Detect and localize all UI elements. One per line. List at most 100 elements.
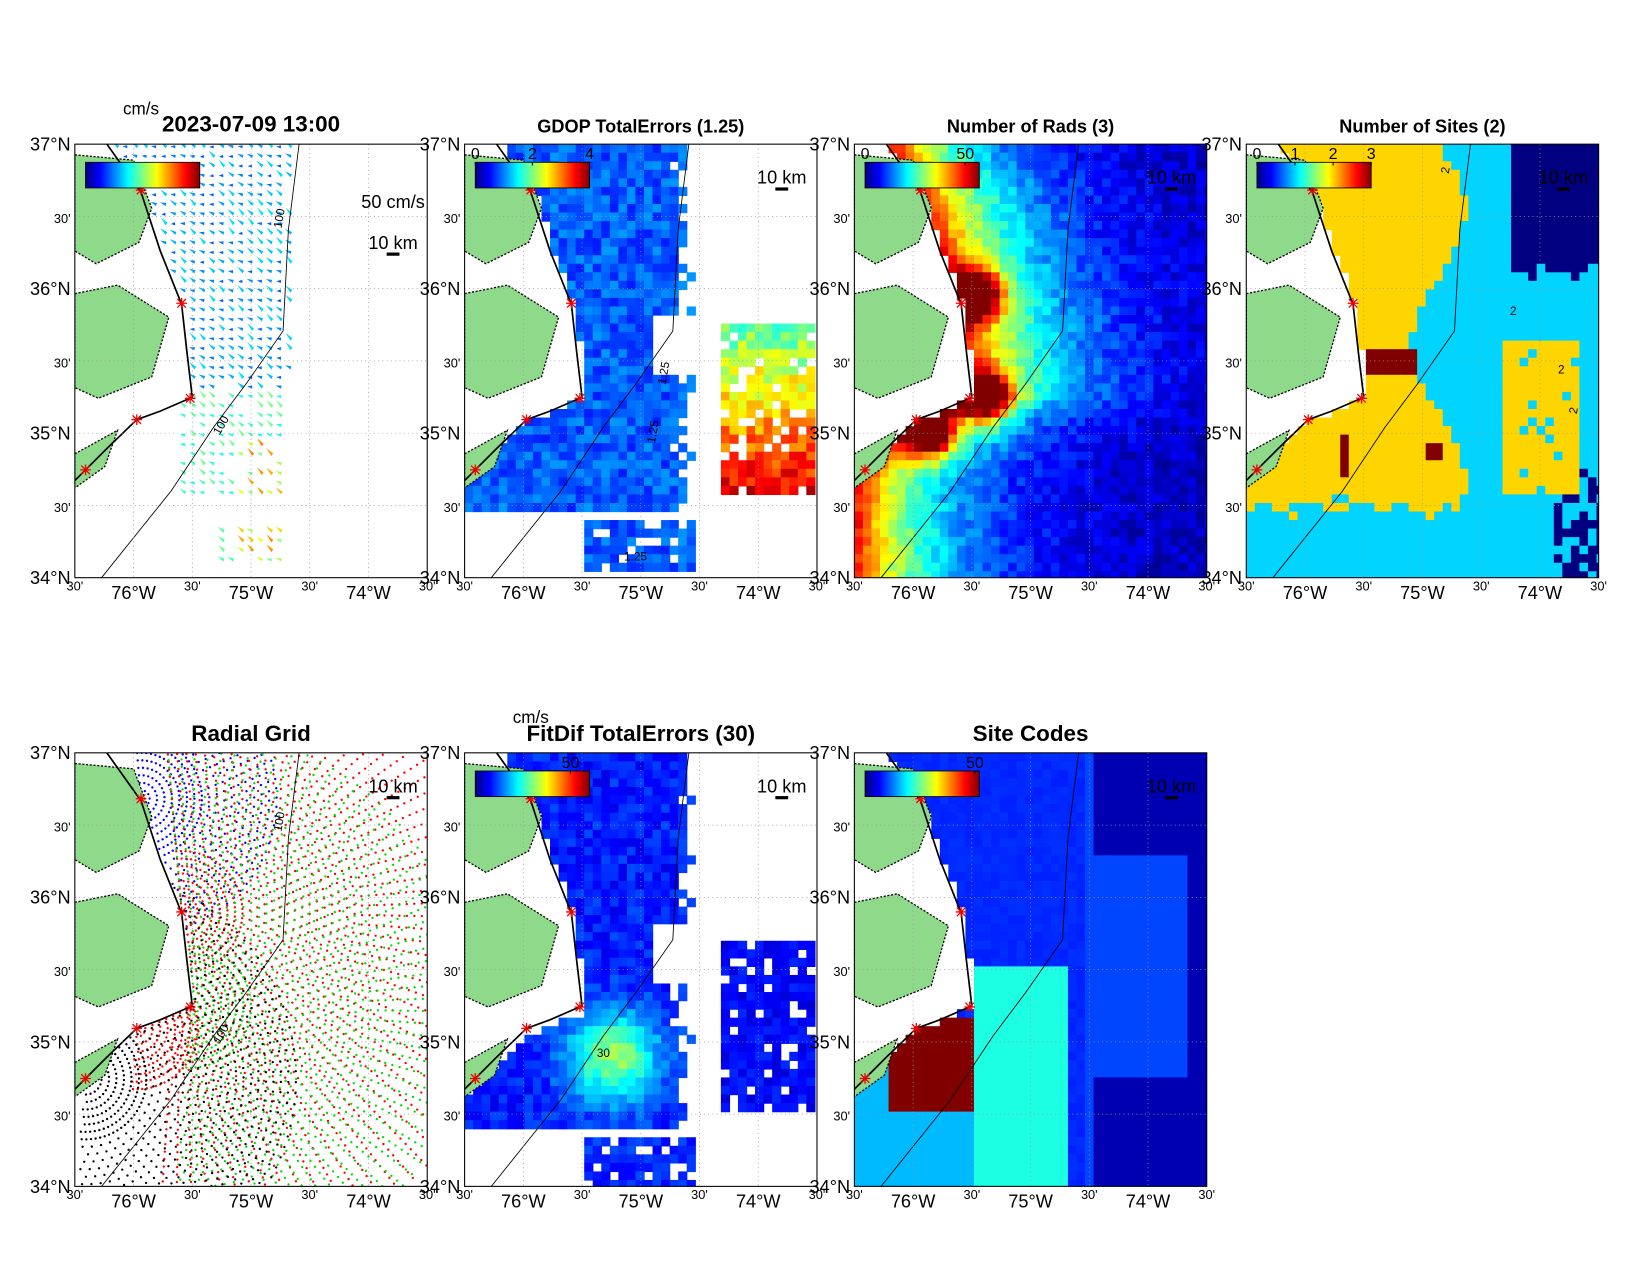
field-cell (644, 263, 654, 273)
field-cell (1093, 332, 1103, 342)
current-vector (256, 433, 262, 437)
field-cell (939, 195, 949, 205)
field-cell (1391, 545, 1401, 555)
field-cell (584, 374, 594, 384)
field-cell (991, 554, 1001, 564)
field-cell (1519, 306, 1529, 316)
field-cell (652, 408, 662, 419)
field-cell (1102, 280, 1112, 291)
field-cell (1434, 229, 1444, 239)
current-vector (218, 308, 224, 312)
current-vector (217, 315, 225, 322)
field-cell (1033, 383, 1043, 393)
field-cell (1076, 408, 1086, 419)
field-cell (532, 485, 543, 496)
field-cell (965, 528, 975, 538)
field-cell (1170, 554, 1180, 564)
field-cell (481, 485, 491, 496)
field-cell (982, 443, 992, 453)
field-cell (931, 186, 941, 197)
field-cell (618, 477, 628, 487)
field-cell (1408, 221, 1418, 231)
field-cell (1348, 528, 1358, 538)
field-cell (669, 477, 679, 487)
field-cell (550, 408, 560, 419)
field-cell (1519, 349, 1529, 359)
field-cell (1417, 511, 1427, 521)
field-cell (1187, 520, 1197, 530)
field-cell (532, 477, 543, 487)
field-cell (1153, 255, 1163, 265)
field-cell (1374, 263, 1384, 273)
field-cell (1451, 520, 1461, 530)
field-cell (1502, 391, 1512, 402)
field-cell (1562, 212, 1572, 222)
field-cell (1178, 502, 1189, 513)
field-cell (1033, 477, 1043, 487)
field-cell (1502, 366, 1512, 376)
field-cell (1553, 417, 1563, 427)
field-cell (1570, 520, 1581, 530)
field-cell (601, 323, 611, 333)
field-cell (1348, 144, 1358, 154)
field-cell (1382, 161, 1393, 171)
field-cell (1025, 238, 1035, 248)
field-cell (1110, 306, 1120, 316)
field-cell (567, 195, 577, 205)
field-cell (1545, 443, 1555, 453)
field-cell (558, 494, 568, 504)
field-cell (661, 306, 671, 316)
field-cell (592, 332, 602, 342)
current-vector (275, 314, 283, 322)
field-cell (948, 562, 958, 572)
current-vector (266, 544, 274, 553)
field-cell (1357, 212, 1367, 222)
current-vector (256, 171, 264, 178)
field-cell (746, 477, 756, 487)
field-cell (1067, 374, 1078, 384)
field-cell (948, 520, 958, 530)
field-cell (897, 537, 907, 547)
field-cell (1459, 246, 1470, 256)
field-cell (661, 520, 671, 530)
field-cell (524, 502, 534, 513)
field-cell (973, 186, 984, 197)
field-cell (797, 477, 807, 487)
field-cell (626, 255, 637, 265)
field-cell (1434, 366, 1444, 376)
current-vector (217, 268, 225, 274)
field-cell (991, 161, 1001, 171)
field-cell (532, 144, 543, 154)
field-cell (1511, 400, 1521, 410)
field-cell (914, 485, 924, 496)
field-cell (1485, 144, 1495, 154)
field-cell (1348, 434, 1358, 444)
current-vector (227, 373, 235, 380)
field-cell (1042, 502, 1052, 513)
field-cell (1408, 161, 1418, 171)
field-cell (1485, 511, 1495, 521)
field-cell (1076, 554, 1086, 564)
field-cell (1331, 434, 1341, 444)
field-cell (1579, 323, 1589, 333)
field-cell (1076, 443, 1086, 453)
current-vector (208, 257, 216, 264)
field-cell (1102, 554, 1112, 564)
lat-label: 34°N (810, 568, 851, 588)
field-cell (558, 485, 568, 496)
field-cell (1545, 451, 1555, 461)
field-cell (772, 357, 782, 367)
field-cell (1400, 468, 1410, 478)
field-cell (1076, 537, 1086, 547)
field-cell (592, 195, 602, 205)
current-vector (237, 395, 244, 399)
field-cell (1178, 366, 1189, 376)
field-cell (888, 537, 898, 547)
field-cell (888, 571, 898, 578)
current-vector (237, 285, 245, 293)
field-cell (1451, 502, 1461, 513)
current-vector (238, 231, 243, 235)
field-cell (1093, 451, 1103, 461)
field-cell (1374, 152, 1384, 162)
field-cell (905, 443, 915, 453)
